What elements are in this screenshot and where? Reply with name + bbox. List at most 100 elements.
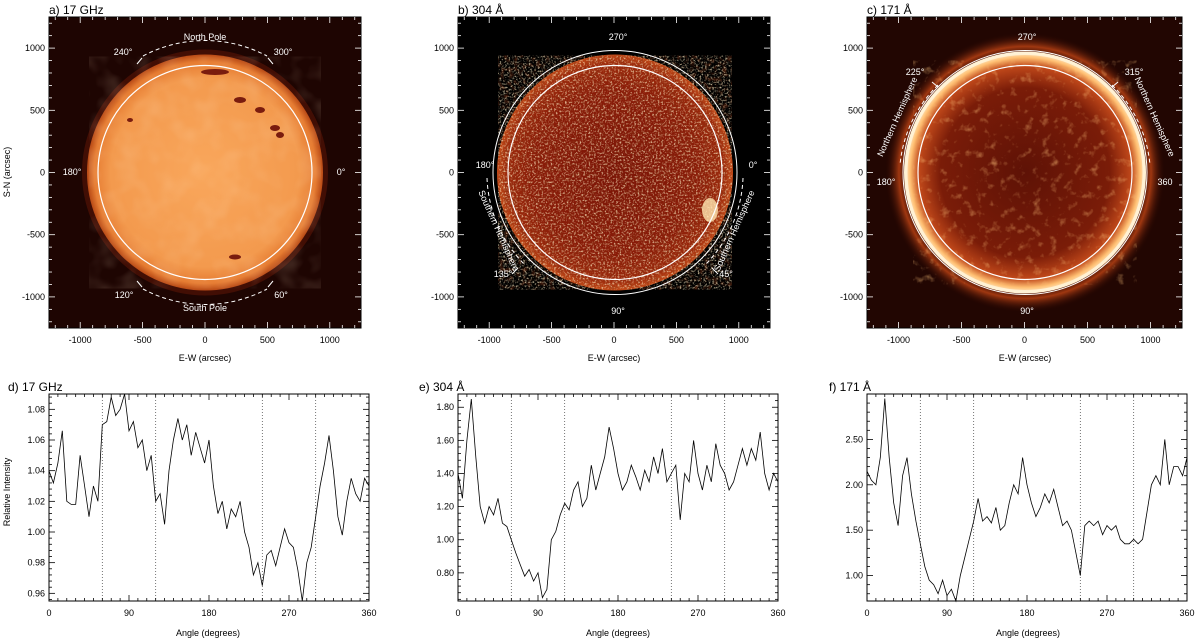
image-axes: -1000 -1000 -500 -500 0 0 500 500 1000 1000: [431, 17, 770, 345]
x-tick-label: 0: [611, 335, 616, 345]
y-tick-label: 1.60: [436, 435, 454, 445]
x-tick-label: 0: [202, 335, 207, 345]
y-tick-label: 500: [30, 105, 45, 115]
x-axis-label: E-W (arcsec): [999, 353, 1052, 363]
y-tick-label: -1000: [22, 292, 45, 302]
plot-area: 0 90 180 270 360 0.80 1.00 1.20 1.40 1.60 1.80: [436, 393, 786, 618]
angle-label: 240°: [114, 47, 133, 57]
line-chart-17ghz: d) 17 GHz 0 90 180 270 360 0.96 0.98 1.00 1.02 1.…: [2, 380, 377, 638]
angle-label: 0°: [337, 167, 346, 177]
y-tick-label: 2.00: [845, 480, 863, 490]
y-axis-label: S-N (arcsec): [2, 147, 12, 198]
image-axes: -1000 -1000 -500 -500 0 0 500 500 1000 1000: [840, 17, 1182, 345]
angle-label: 270°: [1018, 32, 1037, 42]
outer-circle: [492, 50, 738, 295]
y-tick-label: 1.50: [845, 525, 863, 535]
y-tick-label: -1000: [431, 292, 454, 302]
y-tick-label: 1000: [434, 43, 454, 53]
y-tick-label: -500: [436, 230, 454, 240]
angle-label: 180°: [476, 160, 495, 170]
y-tick-label: 0.98: [27, 558, 45, 568]
image-panel-171: c) 171 Å 270° 90° 180° 360 225° 315° Nor…: [840, 2, 1183, 363]
angle-label: 135°: [494, 269, 513, 279]
x-axis-label: Angle (degrees): [996, 628, 1060, 638]
image-panel-304: b) 304 Å 270° 90° 180° 0° 135° 45° South…: [431, 2, 771, 363]
x-tick-label: 180: [201, 608, 216, 618]
data-series-line: [457, 398, 779, 599]
panel-label-b: b) 304 Å: [458, 2, 503, 17]
y-tick-label: 0.80: [436, 568, 454, 578]
angle-tick: [136, 57, 143, 65]
angle-label: 90°: [611, 306, 625, 316]
y-tick-label: 1.80: [436, 402, 454, 412]
y-tick-label: 1.02: [27, 496, 45, 506]
angle-tick: [931, 81, 939, 88]
angle-tick: [1111, 81, 1119, 88]
angle-label: 180°: [63, 167, 82, 177]
y-tick-label: 0: [449, 168, 454, 178]
panel-label-d: d) 17 GHz: [8, 380, 63, 394]
angle-tick: [711, 267, 719, 275]
x-tick-label: 270: [1099, 608, 1114, 618]
angle-label: 225°: [906, 67, 925, 77]
plot-frame: [866, 393, 1188, 602]
x-tick-label: 270: [281, 608, 296, 618]
angle-tick: [267, 280, 274, 288]
angle-label: 45°: [719, 269, 733, 279]
plot-area: 0 90 180 270 360 1.00 1.50 2.00 2.50: [845, 393, 1195, 618]
angle-label: North Pole: [184, 32, 227, 42]
angle-label: 270°: [609, 32, 628, 42]
x-tick-label: -500: [134, 335, 152, 345]
image-panel-17ghz: a) 17 GHz North Pole South Pole 240° 300…: [2, 3, 362, 363]
disk-texture: [913, 60, 1137, 285]
disk-texture-bright: [498, 55, 732, 290]
x-axis-label: E-W (arcsec): [588, 353, 641, 363]
x-tick-label: 0: [46, 608, 51, 618]
angle-label: 0°: [749, 160, 758, 170]
x-axis-label: Angle (degrees): [176, 628, 240, 638]
plot-area: 0 90 180 270 360 0.96 0.98 1.00 1.02 1.04 1.06 1.08: [27, 393, 377, 618]
x-tick-label: 90: [124, 608, 134, 618]
y-tick-label: 2.50: [845, 434, 863, 444]
reference-circle: [97, 64, 313, 281]
y-tick-label: 1.06: [27, 435, 45, 445]
x-tick-label: 0: [455, 608, 460, 618]
south-pole-arc: [142, 288, 268, 305]
y-tick-label: 0: [40, 168, 45, 178]
y-axis-label: Relative Intensity: [2, 457, 12, 526]
y-tick-label: 1.00: [27, 527, 45, 537]
image-axes: -1000 -1000 -500 -500 0 0 500 500 1000 1000: [22, 17, 361, 345]
x-axis-label: Angle (degrees): [586, 628, 650, 638]
y-tick-label: 1.00: [845, 571, 863, 581]
x-tick-label: 90: [942, 608, 952, 618]
active-regions: [127, 69, 284, 260]
x-tick-label: -500: [543, 335, 561, 345]
line-chart-171: f) 171 Å 0 90 180 270 360 1.00 1.50 2.00 2.50 An…: [829, 379, 1195, 638]
plot-frame: [457, 393, 779, 602]
southern-hemisphere-arc: [704, 177, 744, 266]
angle-tick: [267, 57, 274, 65]
y-tick-label: 500: [848, 105, 863, 115]
y-tick-label: -500: [845, 230, 863, 240]
x-tick-label: 270: [690, 608, 705, 618]
angle-label: South Pole: [183, 303, 227, 313]
panel-label-c: c) 171 Å: [867, 2, 912, 17]
angle-label: 360: [1157, 177, 1172, 187]
north-pole-arc: [142, 40, 268, 57]
y-tick-label: 1.08: [27, 404, 45, 414]
x-tick-label: 1000: [1140, 335, 1160, 345]
x-tick-label: 180: [1019, 608, 1034, 618]
x-tick-label: 500: [669, 335, 684, 345]
angle-label: 315°: [1125, 67, 1144, 77]
x-tick-label: 0: [1022, 335, 1027, 345]
panel-label-a: a) 17 GHz: [49, 3, 104, 17]
panel-label-f: f) 171 Å: [829, 379, 871, 394]
x-tick-label: 0: [864, 608, 869, 618]
y-tick-label: 0: [858, 168, 863, 178]
reference-circle: [507, 64, 723, 281]
bright-region: [702, 198, 718, 222]
southern-hemisphere-arc: [486, 177, 526, 266]
limb-brightening: [904, 52, 1146, 293]
x-tick-label: 90: [533, 608, 543, 618]
